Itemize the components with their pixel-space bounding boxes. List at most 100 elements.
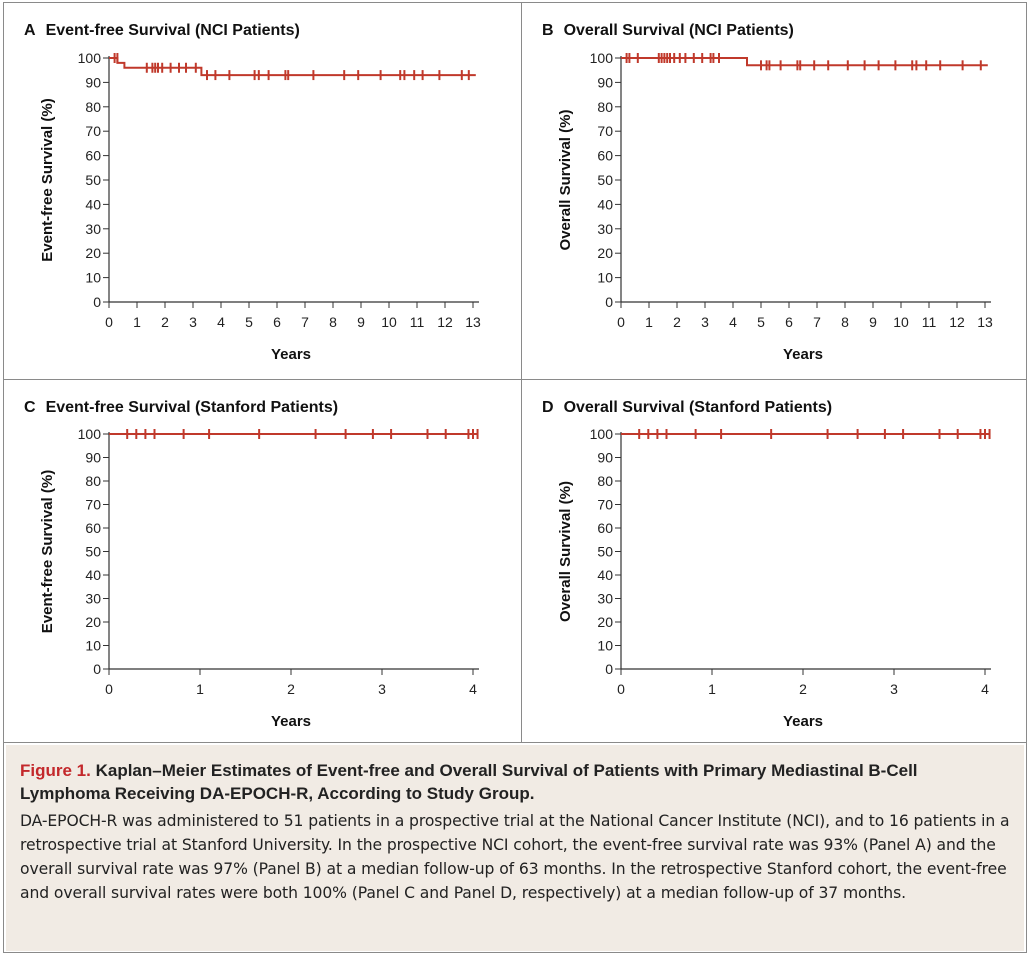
- y-tick-label: 80: [597, 99, 613, 115]
- x-tick-label: 13: [465, 314, 481, 330]
- x-tick-label: 3: [890, 681, 898, 697]
- panel-divider-vertical: [521, 3, 522, 743]
- chart-title: C Event-free Survival (Stanford Patients): [24, 399, 338, 416]
- x-tick-label: 1: [645, 314, 653, 330]
- x-tick-label: 7: [301, 314, 309, 330]
- y-tick-label: 20: [85, 245, 101, 261]
- chart-svg: D Overall Survival (Stanford Patients) Ove…: [542, 399, 991, 730]
- y-tick-label: 100: [590, 426, 614, 442]
- y-tick-label: 90: [597, 450, 613, 466]
- x-tick-label: 1: [133, 314, 141, 330]
- y-tick-label: 40: [597, 567, 613, 583]
- figure-caption: Figure 1. Kaplan–Meier Estimates of Even…: [6, 745, 1024, 951]
- y-tick-label: 90: [85, 74, 101, 90]
- x-tick-label: 3: [378, 681, 386, 697]
- x-tick-label: 2: [673, 314, 681, 330]
- x-tick-label: 8: [841, 314, 849, 330]
- y-tick-label: 80: [597, 473, 613, 489]
- x-tick-label: 0: [105, 314, 113, 330]
- x-tick-label: 4: [217, 314, 225, 330]
- panel-d: D Overall Survival (Stanford Patients) Ove…: [522, 380, 1026, 743]
- x-tick-label: 5: [245, 314, 253, 330]
- x-tick-label: 3: [189, 314, 197, 330]
- panel-divider-horizontal: [4, 379, 1026, 380]
- x-tick-label: 12: [949, 314, 965, 330]
- chart-title-text: Event-free Survival (NCI Patients): [46, 22, 300, 39]
- y-tick-label: 70: [597, 123, 613, 139]
- x-tick-label: 3: [701, 314, 709, 330]
- x-tick-label: 10: [381, 314, 397, 330]
- panel-letter: B: [542, 22, 554, 39]
- y-tick-label: 60: [597, 148, 613, 164]
- y-tick-label: 30: [85, 591, 101, 607]
- panel-grid: A Event-free Survival (NCI Patients) Event…: [4, 3, 1026, 743]
- chart-svg: C Event-free Survival (Stanford Patients)…: [24, 399, 479, 730]
- y-tick-label: 100: [590, 50, 614, 66]
- chart-title-text: Overall Survival (Stanford Patients): [564, 399, 833, 416]
- chart-title: B Overall Survival (NCI Patients): [542, 22, 794, 39]
- x-tick-label: 13: [977, 314, 993, 330]
- x-tick-label: 0: [617, 314, 625, 330]
- y-tick-label: 40: [85, 196, 101, 212]
- x-tick-label: 4: [981, 681, 989, 697]
- y-tick-label: 30: [85, 221, 101, 237]
- y-tick-label: 80: [85, 99, 101, 115]
- survival-curve: [621, 57, 988, 67]
- panel-letter: C: [24, 399, 36, 416]
- y-tick-label: 80: [85, 473, 101, 489]
- x-tick-label: 8: [329, 314, 337, 330]
- x-tick-label: 4: [469, 681, 477, 697]
- chart-title-text: Event-free Survival (Stanford Patients): [46, 399, 339, 416]
- chart-title: A Event-free Survival (NCI Patients): [24, 22, 300, 39]
- y-tick-label: 50: [597, 172, 613, 188]
- caption-heading: Figure 1. Kaplan–Meier Estimates of Even…: [20, 759, 1010, 805]
- panel-a: A Event-free Survival (NCI Patients) Event…: [4, 3, 521, 379]
- y-tick-label: 10: [85, 638, 101, 654]
- y-tick-label: 100: [78, 426, 102, 442]
- y-tick-label: 0: [93, 661, 101, 677]
- x-tick-label: 6: [785, 314, 793, 330]
- y-axis-label: Overall Survival (%): [557, 110, 574, 251]
- y-tick-label: 30: [597, 591, 613, 607]
- panel-letter: A: [24, 22, 36, 39]
- figure-title: Kaplan–Meier Estimates of Event-free and…: [20, 761, 918, 803]
- chart-svg: B Overall Survival (NCI Patients) Overall …: [542, 22, 993, 363]
- x-tick-label: 9: [357, 314, 365, 330]
- x-tick-label: 4: [729, 314, 737, 330]
- x-tick-label: 7: [813, 314, 821, 330]
- chart-title: D Overall Survival (Stanford Patients): [542, 399, 832, 416]
- y-tick-label: 70: [85, 497, 101, 513]
- y-tick-label: 50: [85, 544, 101, 560]
- chart-title-text: Overall Survival (NCI Patients): [564, 22, 794, 39]
- x-tick-label: 1: [196, 681, 204, 697]
- y-tick-label: 10: [597, 270, 613, 286]
- x-axis-label: Years: [783, 346, 823, 363]
- y-tick-label: 60: [85, 520, 101, 536]
- y-axis-label: Overall Survival (%): [557, 481, 574, 622]
- survival-curve: [109, 57, 476, 77]
- x-tick-label: 2: [287, 681, 295, 697]
- caption-body: DA-EPOCH-R was administered to 51 patien…: [20, 812, 1010, 902]
- y-tick-label: 20: [597, 245, 613, 261]
- x-tick-label: 1: [708, 681, 716, 697]
- x-tick-label: 0: [617, 681, 625, 697]
- panel-letter: D: [542, 399, 554, 416]
- y-axis-label: Event-free Survival (%): [39, 470, 56, 633]
- y-tick-label: 0: [93, 294, 101, 310]
- y-tick-label: 20: [597, 614, 613, 630]
- y-tick-label: 90: [85, 450, 101, 466]
- y-tick-label: 0: [605, 661, 613, 677]
- figure: A Event-free Survival (NCI Patients) Event…: [3, 2, 1027, 953]
- figure-label: Figure 1.: [20, 761, 91, 780]
- x-tick-label: 11: [410, 314, 425, 330]
- caption-divider: [4, 742, 1026, 743]
- x-tick-label: 10: [893, 314, 909, 330]
- y-tick-label: 90: [597, 74, 613, 90]
- y-tick-label: 40: [85, 567, 101, 583]
- x-axis-label: Years: [271, 713, 311, 730]
- y-tick-label: 100: [78, 50, 102, 66]
- x-axis-label: Years: [783, 713, 823, 730]
- y-tick-label: 20: [85, 614, 101, 630]
- y-tick-label: 50: [597, 544, 613, 560]
- y-tick-label: 70: [597, 497, 613, 513]
